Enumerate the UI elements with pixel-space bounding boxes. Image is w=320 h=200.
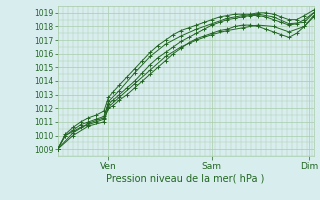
X-axis label: Pression niveau de la mer( hPa ): Pression niveau de la mer( hPa ): [107, 173, 265, 183]
